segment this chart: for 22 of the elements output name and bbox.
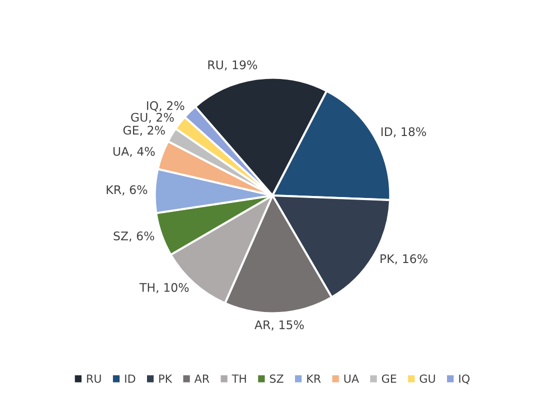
data-label: UA, 4% [113,146,155,158]
data-label: TH, 10% [139,283,189,294]
data-label: KR, 6% [106,185,148,196]
data-label: RU, 19% [208,60,258,71]
data-label: SZ, 6% [114,231,154,242]
legend-label: TH [232,374,246,383]
data-label: AR, 15% [254,320,304,330]
legend-label: RU [87,374,101,383]
data-label: GU, 2% [131,112,174,123]
data-label: IQ, 2% [147,101,184,112]
legend-label: UA [344,374,359,383]
data-label: PK, 16% [380,254,428,264]
legend-label: GU [420,374,435,383]
data-label: ID, 18% [382,127,426,138]
data-label: GE, 2% [123,126,165,136]
legend-label: GE [382,374,396,383]
legend-label: KR [307,374,321,383]
legend-label: PK [159,374,172,383]
legend-label: ID [125,374,136,383]
legend-label: SZ [270,374,284,383]
legend-label: IQ [459,374,470,384]
legend-label: AR [194,374,210,383]
